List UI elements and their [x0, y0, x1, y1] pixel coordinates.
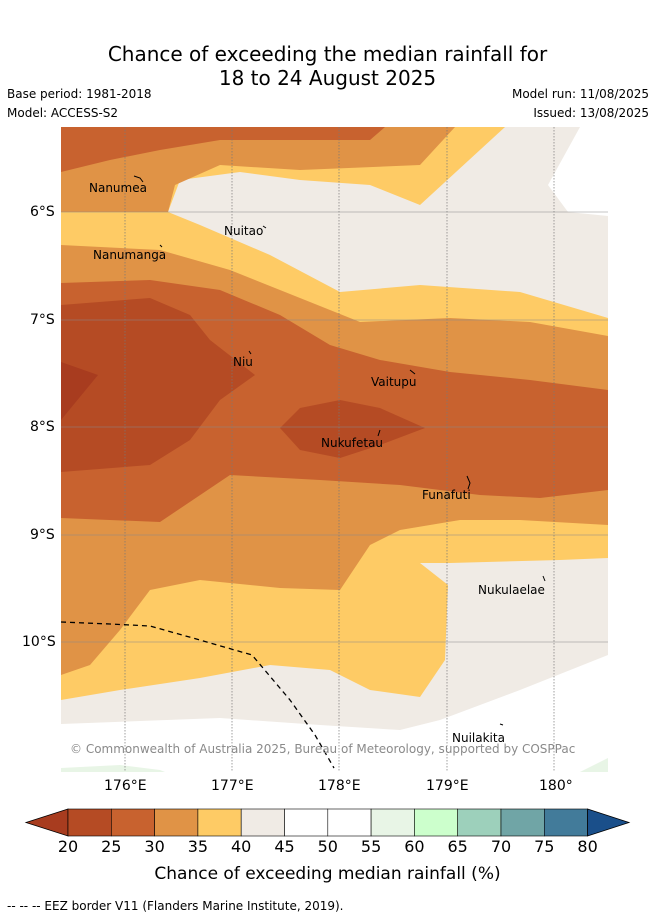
colorbar-swatch [67, 808, 112, 837]
y-tick-label: 6°S [30, 204, 55, 220]
colorbar-tick-label: 20 [57, 837, 79, 856]
place-label-nanumea: Nanumea [89, 181, 147, 195]
colorbar-swatch [111, 808, 155, 837]
colorbar-swatch [457, 808, 502, 837]
colorbar [24, 808, 631, 837]
copyright-notice: © Commonwealth of Australia 2025, Bureau… [70, 742, 576, 756]
colorbar-swatch [197, 808, 242, 837]
place-label-nukulaelae: Nukulaelae [478, 583, 545, 597]
x-tick-label: 180° [539, 778, 573, 794]
place-label-nanumanga: Nanumanga [93, 248, 167, 262]
colorbar-under-arrow [24, 808, 69, 837]
place-label-funafuti: Funafuti [422, 488, 471, 502]
x-tick-label: 179°E [426, 778, 469, 794]
eez-border-line [60, 621, 335, 769]
colorbar-tick-label: 40 [231, 837, 252, 856]
colorbar-over-arrow [587, 808, 631, 837]
place-label-nuitao: Nuitao [224, 224, 264, 238]
place-label-vaitupu: Vaitupu [371, 375, 417, 389]
colorbar-tick-label: 70 [490, 837, 512, 856]
map-title-line1: Chance of exceeding the median rainfall … [107, 42, 548, 66]
base-period: Base period: 1981-2018 [7, 87, 152, 101]
y-tick-label: 10°S [22, 634, 56, 650]
issued-date: Issued: 13/08/2025 [533, 106, 649, 120]
colorbar-swatch [327, 808, 372, 837]
colorbar-tick-label: 35 [187, 837, 209, 856]
place-label-nuilakita: Nuilakita [452, 731, 505, 745]
colorbar-tick-label: 75 [534, 837, 555, 856]
map-grid [61, 127, 608, 772]
colorbar-tick-label: 65 [447, 837, 468, 856]
y-tick-label: 7°S [30, 312, 55, 328]
colorbar-swatch [284, 808, 329, 837]
colorbar-tick-label: 30 [144, 837, 165, 856]
map-title-line2: 18 to 24 August 2025 [218, 66, 437, 90]
colorbar-title: Chance of exceeding median rainfall (%) [154, 864, 501, 884]
colorbar-tick-label: 45 [274, 837, 295, 856]
x-tick-label: 177°E [211, 778, 254, 794]
place-label-niu: Niu [233, 355, 253, 369]
colorbar-tick-label: 25 [101, 837, 122, 856]
y-tick-label: 9°S [30, 527, 55, 543]
rainfall-contours [61, 127, 608, 772]
y-tick-label: 8°S [30, 419, 55, 435]
model-run: Model run: 11/08/2025 [511, 87, 649, 101]
x-tick-label: 176°E [104, 778, 147, 794]
colorbar-swatch [543, 808, 588, 837]
place-label-nukufetau: Nukufetau [321, 436, 384, 450]
x-tick-label: 178°E [318, 778, 361, 794]
colorbar-tick-label: 50 [317, 837, 338, 856]
colorbar-tick-label: 55 [360, 837, 382, 856]
eez-legend: -- -- -- EEZ border V11 (Flanders Marine… [7, 899, 344, 913]
colorbar-swatch [414, 808, 458, 837]
colorbar-tick-label: 60 [404, 837, 425, 856]
model-name: Model: ACCESS-S2 [7, 106, 119, 120]
colorbar-swatch [154, 808, 199, 837]
colorbar-swatch [370, 808, 415, 837]
colorbar-tick-label: 80 [577, 837, 598, 856]
colorbar-swatch [500, 808, 545, 837]
colorbar-swatch [240, 808, 285, 837]
island-outlines [133, 175, 546, 726]
